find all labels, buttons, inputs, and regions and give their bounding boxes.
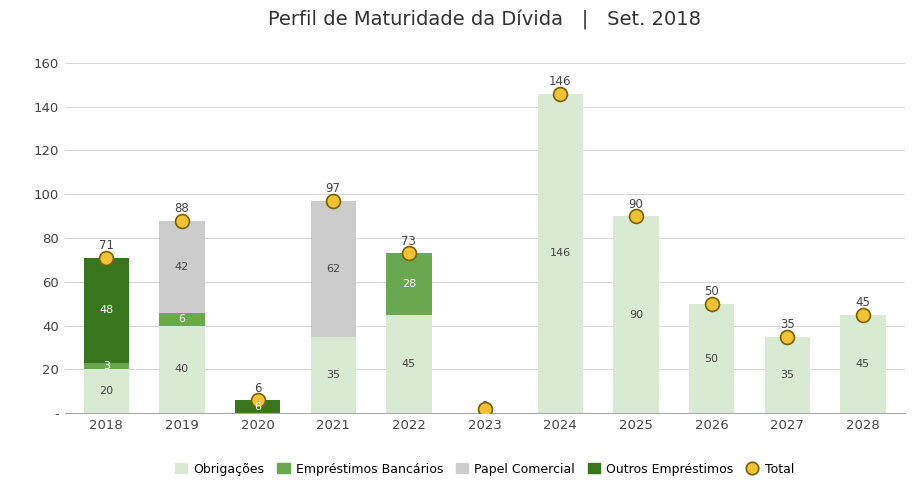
Text: 35: 35 — [780, 370, 795, 380]
Text: 62: 62 — [326, 264, 341, 274]
Legend: Obrigações, Empréstimos Bancários, Papel Comercial, Outros Empréstimos, Total: Obrigações, Empréstimos Bancários, Papel… — [170, 458, 799, 481]
Title: Perfil de Maturidade da Dívida   |   Set. 2018: Perfil de Maturidade da Dívida | Set. 20… — [268, 11, 701, 30]
Text: 20: 20 — [99, 387, 114, 396]
Bar — [613, 216, 659, 413]
Bar — [83, 369, 129, 413]
Text: 28: 28 — [402, 279, 416, 289]
Text: 35: 35 — [326, 370, 341, 380]
Bar — [83, 363, 129, 369]
Bar — [310, 337, 356, 413]
Bar — [83, 258, 129, 363]
Text: 50: 50 — [704, 285, 719, 298]
Text: 45: 45 — [856, 296, 870, 309]
Text: 6: 6 — [254, 402, 261, 412]
Text: 146: 146 — [549, 75, 571, 88]
Text: 3: 3 — [102, 361, 110, 371]
Bar — [386, 254, 432, 314]
Text: 45: 45 — [856, 359, 870, 369]
Text: 71: 71 — [99, 239, 114, 253]
Text: 35: 35 — [780, 318, 795, 331]
Text: -: - — [483, 396, 486, 406]
Bar — [159, 221, 205, 312]
Text: 42: 42 — [174, 262, 189, 272]
Text: 6: 6 — [178, 314, 186, 324]
Text: 90: 90 — [629, 198, 643, 211]
Text: 97: 97 — [326, 182, 341, 196]
Bar — [689, 304, 735, 413]
Text: 40: 40 — [174, 364, 189, 374]
Text: 6: 6 — [254, 382, 261, 395]
Text: 73: 73 — [402, 235, 416, 248]
Bar — [159, 312, 205, 326]
Text: 90: 90 — [629, 310, 643, 320]
Bar — [159, 326, 205, 413]
Bar — [537, 94, 583, 413]
Text: 50: 50 — [704, 353, 719, 363]
Bar — [386, 314, 432, 413]
Text: 146: 146 — [550, 248, 570, 259]
Bar — [310, 201, 356, 337]
Text: 88: 88 — [174, 202, 189, 215]
Text: 45: 45 — [402, 359, 416, 369]
Bar — [234, 400, 281, 413]
Text: 48: 48 — [99, 305, 114, 316]
Bar — [840, 314, 886, 413]
Bar — [764, 337, 810, 413]
